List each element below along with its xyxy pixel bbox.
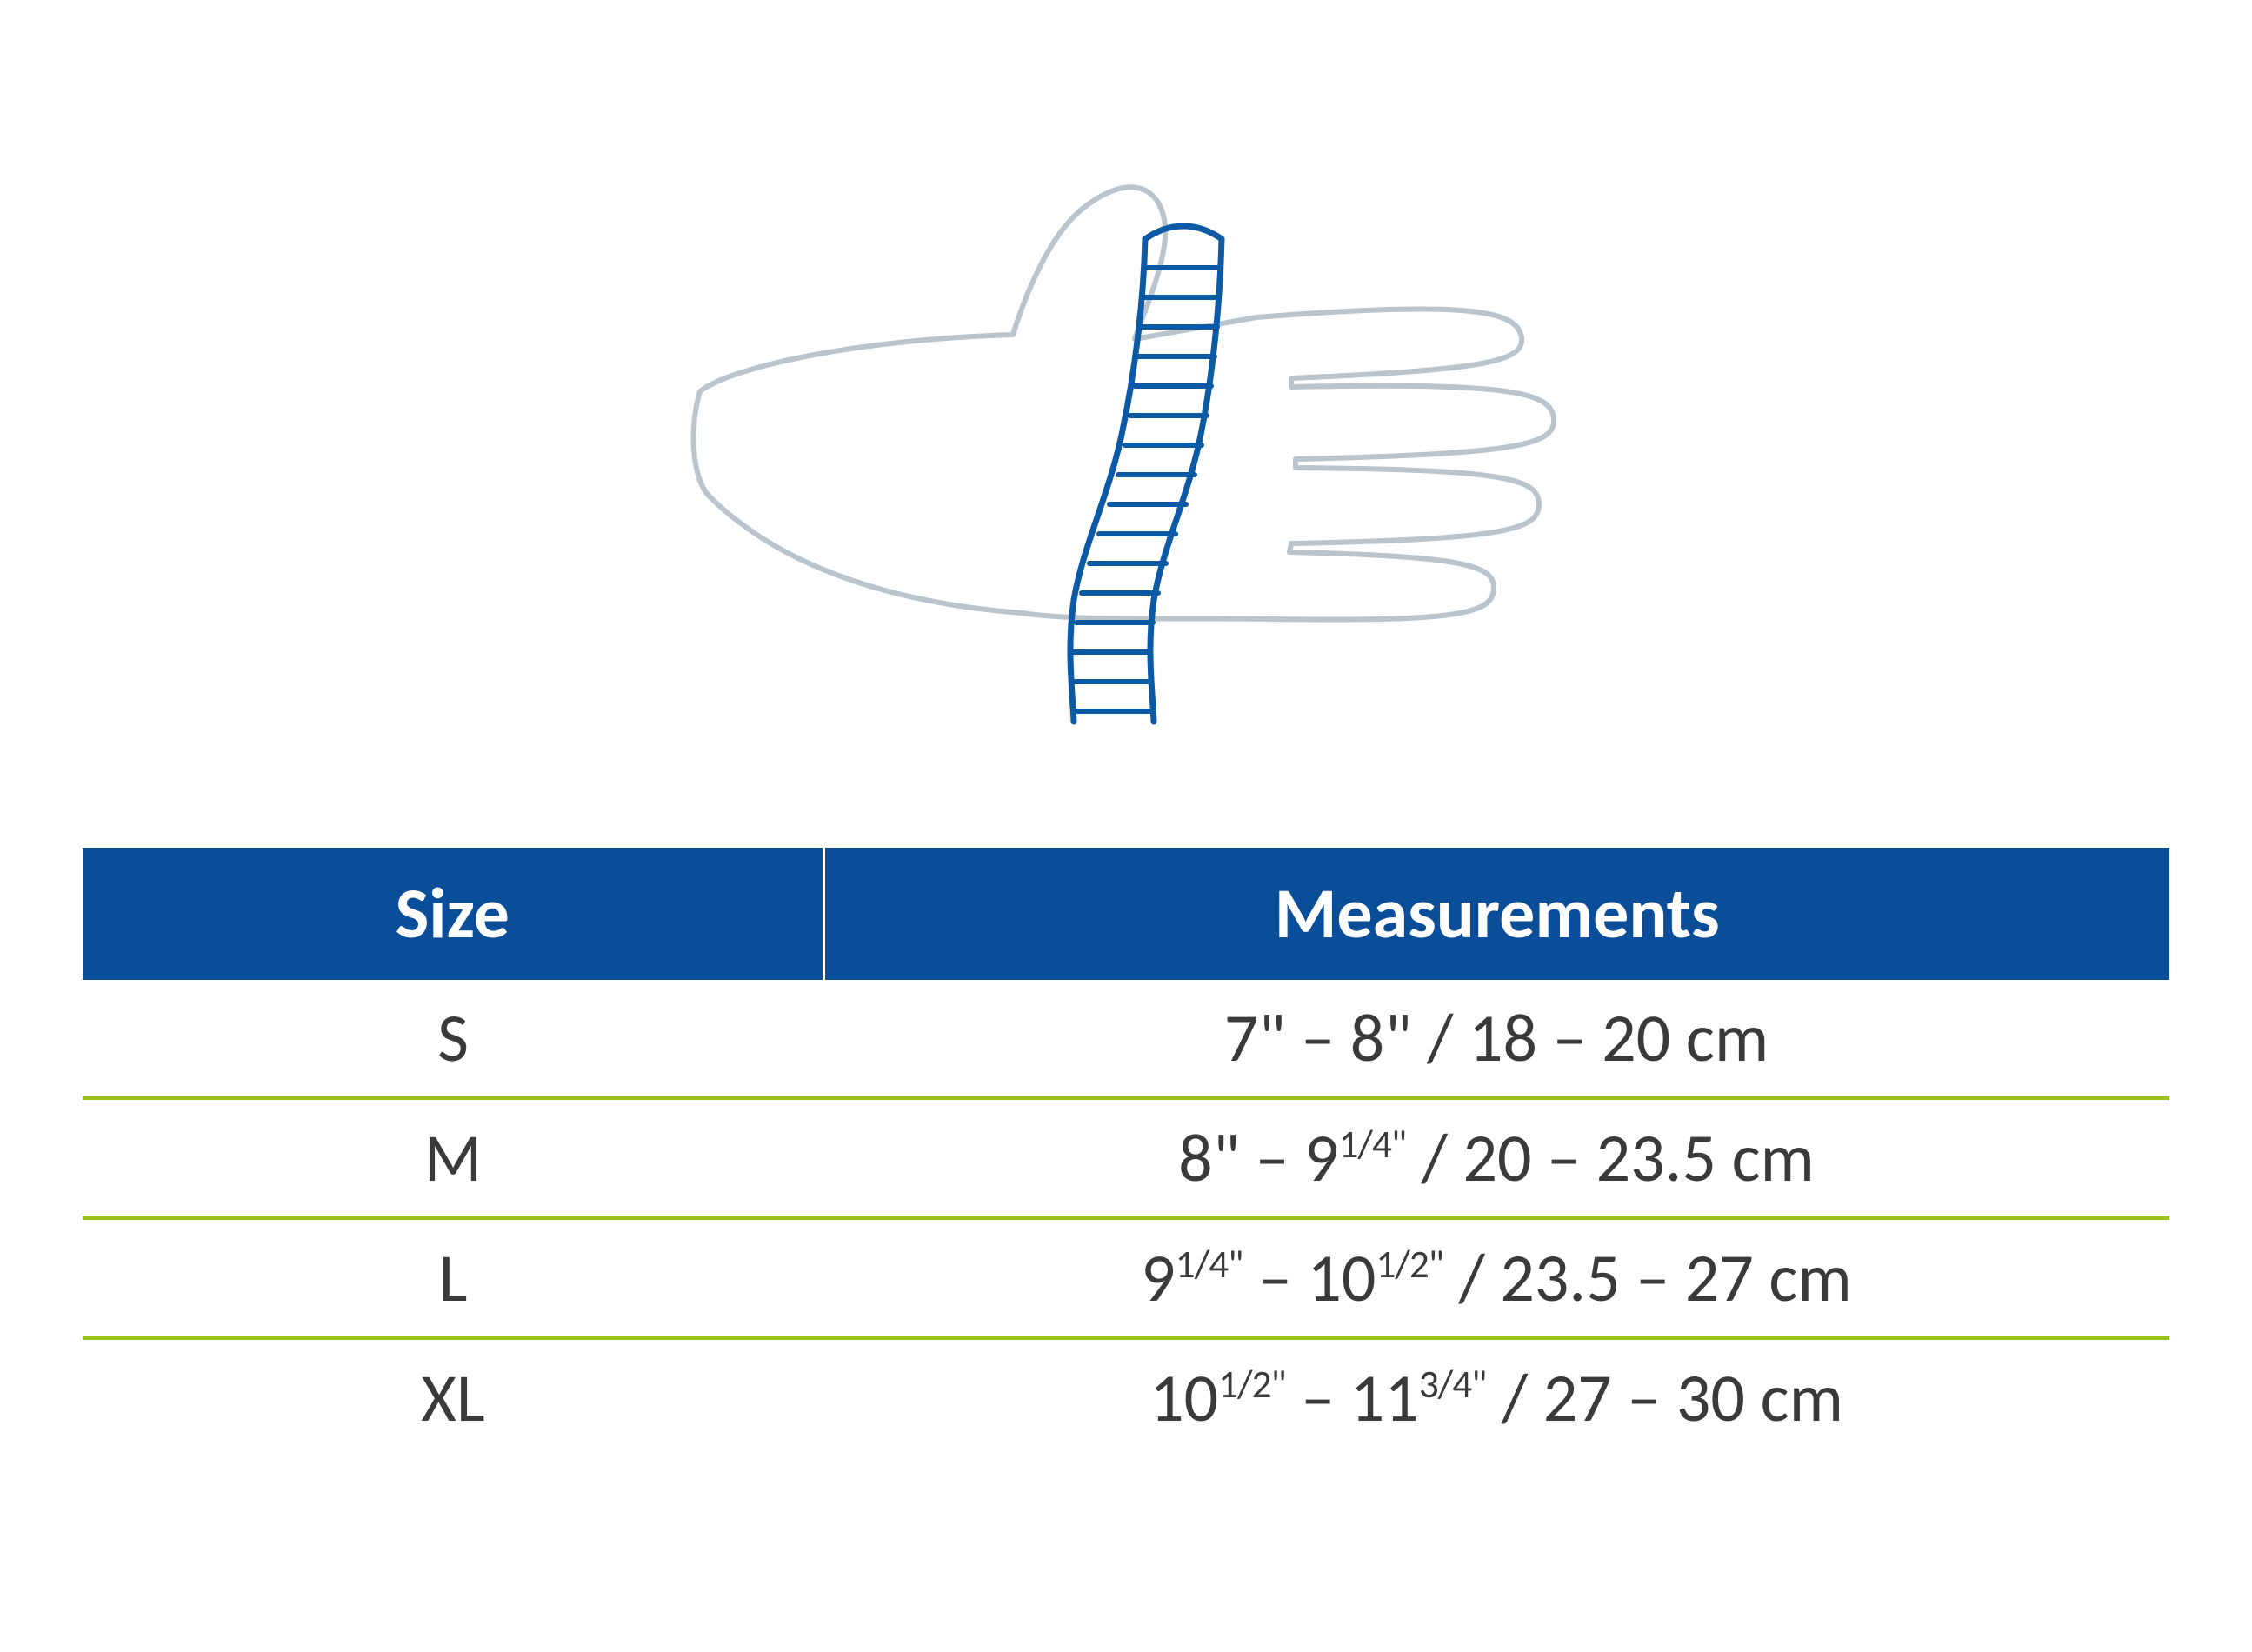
- table-row: L91/4" – 101/2" / 23.5 – 27 cm: [83, 1218, 2169, 1338]
- tape-left-edge: [1070, 239, 1145, 722]
- cell-measurement: 7" – 8" / 18 – 20 cm: [823, 980, 2169, 1098]
- cell-size: L: [83, 1218, 823, 1338]
- hand-outline: [694, 187, 1554, 619]
- cell-size: S: [83, 980, 823, 1098]
- hand-measure-diagram: [648, 113, 1604, 743]
- table-row: XL101/2" – 113/4" / 27 – 30 cm: [83, 1338, 2169, 1456]
- table-row: S7" – 8" / 18 – 20 cm: [83, 980, 2169, 1098]
- table-row: M8" – 91/4" / 20 – 23.5 cm: [83, 1098, 2169, 1218]
- cell-size: XL: [83, 1338, 823, 1456]
- measuring-tape-icon: [1070, 226, 1222, 722]
- cell-size: M: [83, 1098, 823, 1218]
- size-table: Size Measurements S7" – 8" / 18 – 20 cmM…: [83, 848, 2169, 1456]
- tape-top-cap: [1145, 226, 1222, 239]
- cell-measurement: 8" – 91/4" / 20 – 23.5 cm: [823, 1098, 2169, 1218]
- size-table-header: Size Measurements: [83, 848, 2169, 980]
- size-table-body: S7" – 8" / 18 – 20 cmM8" – 91/4" / 20 – …: [83, 980, 2169, 1456]
- cell-measurement: 91/4" – 101/2" / 23.5 – 27 cm: [823, 1218, 2169, 1338]
- header-size: Size: [83, 848, 823, 980]
- hand-path: [694, 187, 1554, 619]
- cell-measurement: 101/2" – 113/4" / 27 – 30 cm: [823, 1338, 2169, 1456]
- tape-right-edge: [1150, 239, 1222, 722]
- header-measurements: Measurements: [823, 848, 2169, 980]
